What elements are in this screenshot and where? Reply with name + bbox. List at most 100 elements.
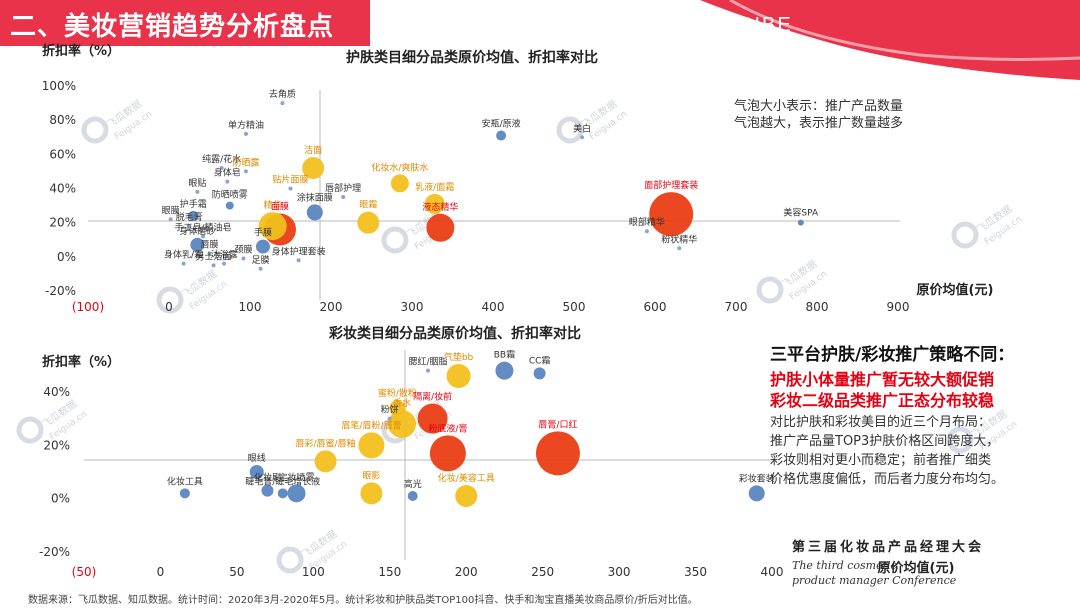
x-tick-label: 50 <box>229 565 244 579</box>
header-bar: 二、美妆营销趋势分析盘点 <box>0 0 370 46</box>
conclusion-body-line: 推广产品量TOP3护肤价格区间跨度大， <box>770 434 1000 449</box>
bubble <box>358 432 385 459</box>
watermark-icon <box>951 221 979 249</box>
x-tick-label: 200 <box>320 300 343 314</box>
y-tick-label: 20% <box>49 216 76 230</box>
bubble-label: 贴片面膜 <box>272 174 308 186</box>
x-tick-label: 150 <box>378 565 401 579</box>
bubble <box>187 224 192 229</box>
bubble <box>649 192 694 237</box>
x-tick-label: 100 <box>302 565 325 579</box>
bubble <box>533 367 546 380</box>
bubble <box>387 416 392 421</box>
bubble-label: 睫毛膏/睫毛增长液 <box>245 475 320 487</box>
bubble-label: 眼线 <box>248 452 266 464</box>
header-swoosh <box>700 0 1080 80</box>
x-tick-label: 0 <box>157 565 165 579</box>
conclusion-heading: 三平台护肤/彩妆推广策略不同： <box>770 345 1015 365</box>
logo-english: CIBE <box>738 14 793 36</box>
bubble <box>360 482 383 505</box>
bubble-label: 涂抹面膜 <box>297 191 333 203</box>
bubble-label: 化妆水/爽肤水 <box>371 161 428 173</box>
bubble-label: 防晒露 <box>232 156 259 168</box>
bubble-label: 眼霜 <box>359 200 377 211</box>
bubble <box>181 261 186 266</box>
y-tick-label: -20% <box>45 284 76 298</box>
x-tick-label: 100 <box>239 300 262 314</box>
logo-chinese: 美博会 <box>738 40 784 58</box>
bubble <box>390 174 409 193</box>
conference-english-line: product manager Conference <box>792 574 957 587</box>
bubble-label: 单方精油 <box>228 119 264 131</box>
watermark-icon <box>156 286 184 314</box>
note-line-1: 气泡大小表示：推广产品数量 <box>734 99 904 114</box>
data-source-note: 数据来源：飞瓜数据、知瓜数据。统计时间：2020年3月-2020年5月。统计彩妆… <box>28 595 698 606</box>
x-tick-label: 900 <box>887 300 910 314</box>
skincare-chart: 护肤类目细分品类原价均值、折扣率对比 折扣率（%） 原价均值(元) (100) 0 100… <box>42 43 994 314</box>
x-tick-label: 300 <box>401 300 424 314</box>
conference-english-line: The third cosmetic <box>792 559 897 572</box>
bubble <box>535 431 580 476</box>
watermark-icon <box>381 226 409 254</box>
bubble <box>429 435 466 472</box>
chart-title: 护肤类目细分品类原价均值、折扣率对比 <box>346 49 598 66</box>
watermark-icon <box>276 546 304 574</box>
bubble <box>644 229 649 234</box>
bubble <box>168 217 173 222</box>
bubble-label: 眼贴 <box>188 177 206 189</box>
bubble-label: 粉状精华 <box>661 233 697 245</box>
bubble <box>424 193 445 214</box>
bubble-label: 乳液/面霜 <box>415 181 454 193</box>
bubble-label: 腮红/胭脂 <box>408 356 447 368</box>
conclusion-body-line: 彩妆则相对更小而稳定；前者推广细类 <box>770 453 992 468</box>
x-tick-label: 800 <box>806 300 829 314</box>
watermark-icon <box>556 116 584 144</box>
bubble <box>455 485 478 507</box>
bubble <box>211 263 216 268</box>
bubble <box>341 195 346 200</box>
bubble-label: 足膜 <box>252 255 270 266</box>
conclusion-point-1: 护肤小体量推广暂无较大额促销 <box>770 370 995 389</box>
y-tick-label: -20% <box>39 545 70 559</box>
bubble <box>296 258 301 263</box>
x-tick-label: 600 <box>644 300 667 314</box>
conclusion-body-line: 价格优惠度偏低，而后者力度分布均匀。 <box>770 472 1005 487</box>
bubble-label: 唇部护理 <box>325 182 361 194</box>
bubble <box>179 488 190 499</box>
bubble <box>496 130 507 141</box>
y-tick-label: 0% <box>57 250 76 264</box>
bubble <box>219 166 224 170</box>
bubble <box>243 131 248 136</box>
x-tick-label: 400 <box>761 565 784 579</box>
x-axis-label: 原价均值(元) <box>878 560 955 576</box>
bubble <box>446 364 471 388</box>
conclusion-body-line: 对比护肤和彩妆美目的近三个月布局： <box>770 415 992 430</box>
bubble-label: 化妆刷 <box>254 472 281 484</box>
bubble-label: 化妆工具 <box>167 475 203 487</box>
cibe-logo: CIBE 美博会 <box>708 12 798 58</box>
bubble <box>388 410 417 438</box>
bubble <box>748 485 765 502</box>
bubble <box>190 237 205 252</box>
bubble-label: 面膜 <box>271 202 289 213</box>
bubble-label: 唇膜 <box>200 239 218 250</box>
bubble-label: 定妆喷雾 <box>279 471 315 483</box>
bubble-label: 身体乳/霜 <box>164 249 203 261</box>
bubble <box>389 400 406 416</box>
x-axis-label: 原价均值(元) <box>917 282 994 298</box>
y-axis-label: 折扣率（%） <box>42 354 120 370</box>
bubble-label: 脱毛膏 <box>176 211 203 223</box>
bubble-label: 身体皂 <box>214 167 241 179</box>
bubble <box>243 169 248 174</box>
bubble-label: 身体磨砂 <box>179 225 215 237</box>
bubble-label: 颈膜 <box>235 245 253 256</box>
bubble <box>277 488 288 499</box>
bubble <box>797 219 804 226</box>
bubble-label: 粉饼 <box>381 404 399 416</box>
bubble-label: 高光 <box>404 478 422 490</box>
y-tick-label: 80% <box>49 113 76 127</box>
bubble-label: BB霜 <box>494 350 515 361</box>
bubble-label: 防晒喷雾 <box>212 189 248 201</box>
